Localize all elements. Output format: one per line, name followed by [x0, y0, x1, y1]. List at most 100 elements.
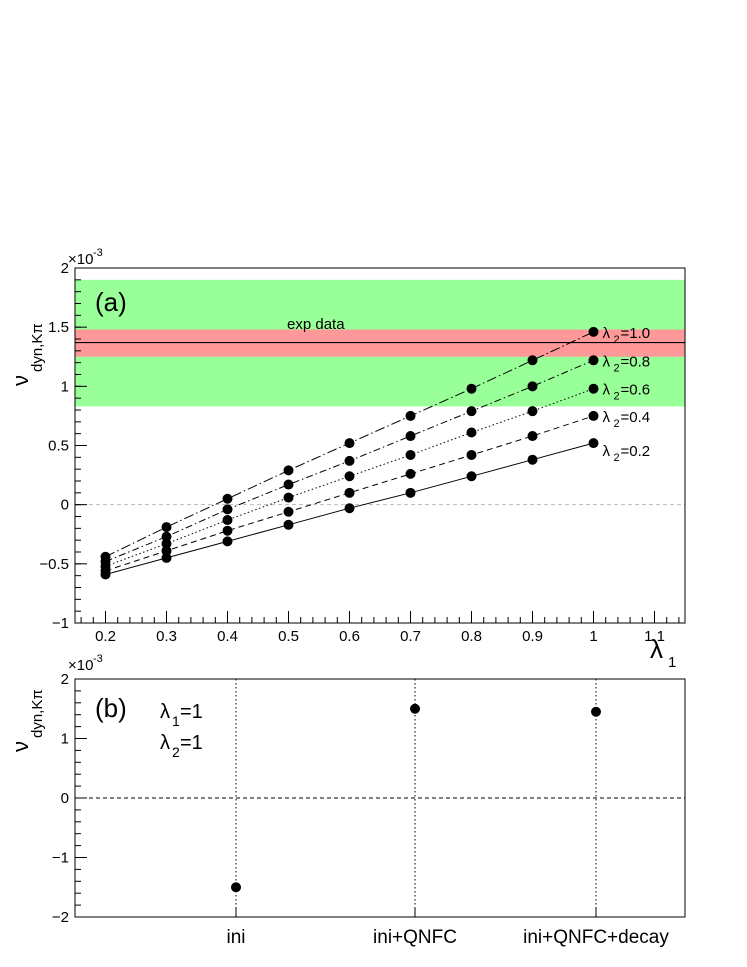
- x-axis-title: λ 1: [650, 634, 676, 671]
- y-axis-title: ν dyn,Kπ: [8, 689, 46, 752]
- series-5: [100, 326, 599, 562]
- data-point: [466, 427, 477, 438]
- data-point: [222, 536, 233, 547]
- data-point: [222, 504, 233, 515]
- series-label-symbol: λ: [603, 382, 611, 399]
- data-point: [344, 455, 355, 466]
- lambda-1-note: λ 1 =1: [160, 701, 203, 729]
- y-tick-label: 2: [61, 260, 69, 277]
- series-label-subscript: 2: [614, 418, 620, 430]
- svg-text:1: 1: [668, 654, 676, 671]
- data-point: [588, 383, 599, 394]
- data-point: [283, 479, 294, 490]
- series-label-symbol: λ: [603, 353, 611, 370]
- data-point: [222, 525, 233, 536]
- x-tick-label: 0.5: [278, 628, 299, 645]
- data-point: [591, 706, 601, 717]
- data-point: [466, 383, 477, 394]
- svg-text:dyn,Kπ: dyn,Kπ: [29, 689, 46, 738]
- data-point: [405, 449, 416, 460]
- x-tick-label: 0.2: [95, 628, 116, 645]
- y-tick-label: −0.5: [39, 556, 69, 573]
- exp-data-label: exp data: [287, 316, 345, 333]
- y-tick-label: 0: [61, 790, 69, 807]
- lambda-2-note: λ 2 =1: [160, 732, 203, 760]
- series-label-value: =0.6: [621, 382, 651, 399]
- svg-text:-3: -3: [93, 247, 103, 259]
- x-tick-label: 0.3: [156, 628, 177, 645]
- svg-text:=1: =1: [180, 701, 203, 723]
- y-tick-label: −1: [52, 615, 69, 632]
- data-point: [527, 355, 538, 366]
- series-label-symbol: λ: [603, 325, 611, 342]
- series-1: [100, 438, 599, 580]
- panel-b-tag: (b): [95, 693, 127, 723]
- data-point: [466, 449, 477, 460]
- y-tick-label: 1: [61, 731, 69, 748]
- svg-text:ν: ν: [8, 375, 33, 386]
- data-point: [161, 545, 172, 556]
- svg-text:2: 2: [172, 744, 180, 760]
- x-tick-label: 0.9: [522, 628, 543, 645]
- series-2: [100, 410, 599, 576]
- x-category-label: ini: [226, 927, 245, 948]
- data-point: [283, 492, 294, 503]
- data-point: [344, 438, 355, 449]
- x-category-label: ini+QNFC: [373, 927, 457, 948]
- svg-text:λ: λ: [650, 634, 663, 664]
- series-label-symbol: λ: [603, 443, 611, 460]
- svg-text:=1: =1: [180, 732, 203, 754]
- x-tick-label: 0.8: [461, 628, 482, 645]
- y-exponent-label: ×10 -3: [68, 653, 103, 674]
- series-label-value: =0.2: [621, 443, 651, 460]
- svg-text:1: 1: [172, 713, 180, 729]
- data-point: [231, 882, 241, 893]
- data-point: [466, 471, 477, 482]
- svg-text:λ: λ: [160, 732, 170, 754]
- data-point: [161, 522, 172, 533]
- x-axis-categories: ini ini+QNFC ini+QNFC+decay: [226, 907, 669, 948]
- data-point: [161, 552, 172, 563]
- data-point: [344, 503, 355, 514]
- y-exponent-label: ×10 -3: [68, 247, 103, 268]
- data-point: [527, 406, 538, 417]
- y-axis-ticks: −1 −0.5 0 0.5 1 1.5 2: [39, 260, 87, 632]
- category-guide-lines: [235, 679, 597, 917]
- x-tick-label: 0.7: [400, 628, 421, 645]
- y-tick-label: 0: [61, 497, 69, 514]
- x-tick-label: 0.6: [339, 628, 360, 645]
- series-label-subscript: 2: [614, 334, 620, 346]
- svg-text:λ: λ: [160, 701, 170, 723]
- series-label-value: =0.4: [621, 409, 651, 426]
- svg-text:×10: ×10: [68, 251, 93, 268]
- data-point: [222, 515, 233, 526]
- panel-a-tag: (a): [95, 287, 127, 317]
- y-tick-label: 1: [61, 378, 69, 395]
- data-point: [588, 410, 599, 421]
- series-label-value: =0.8: [621, 353, 651, 370]
- y-axis-ticks: −2 −1 0 1 2: [52, 671, 87, 926]
- exp-data-bands: [75, 279, 685, 407]
- panel-b-chart: −2 −1 0 1 2 ini ini+QNFC ini+QNFC+decay (b) λ …: [8, 653, 686, 948]
- y-axis-title: ν dyn,Kπ: [8, 323, 46, 386]
- series-label-value: =1.0: [621, 325, 651, 342]
- series-line: [105, 415, 594, 572]
- data-point: [405, 410, 416, 421]
- svg-text:dyn,Kπ: dyn,Kπ: [29, 323, 46, 372]
- series-label-symbol: λ: [603, 409, 611, 426]
- category-points: [231, 703, 601, 893]
- data-point: [405, 431, 416, 442]
- y-tick-label: 0.5: [48, 438, 69, 455]
- y-tick-label: 2: [61, 671, 69, 688]
- data-point: [527, 431, 538, 442]
- x-category-label: ini+QNFC+decay: [523, 927, 669, 948]
- y-tick-label: −1: [52, 850, 69, 867]
- data-point: [410, 703, 420, 714]
- svg-text:×10: ×10: [68, 657, 93, 674]
